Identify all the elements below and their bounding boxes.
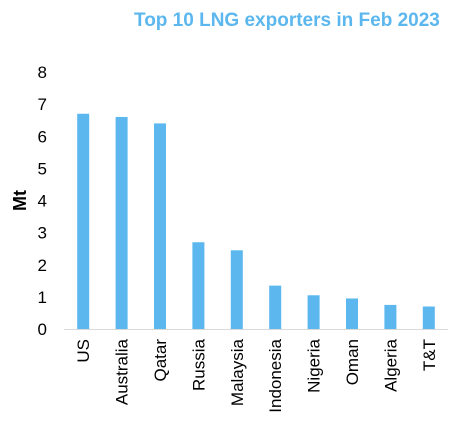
y-tick-label: 6 bbox=[38, 127, 47, 146]
bar-indonesia bbox=[269, 285, 282, 329]
x-tick-label: Russia bbox=[189, 338, 208, 391]
bar-algeria bbox=[384, 304, 397, 329]
x-tick-label: Indonesia bbox=[266, 338, 285, 412]
x-tick-label: Oman bbox=[343, 339, 362, 385]
y-tick-label: 4 bbox=[38, 192, 47, 211]
bar-russia bbox=[192, 242, 205, 329]
y-tick-label: 7 bbox=[38, 95, 47, 114]
x-tick-label: Malaysia bbox=[228, 338, 247, 406]
bar-nigeria bbox=[307, 295, 320, 329]
y-tick-label: 8 bbox=[38, 63, 47, 82]
y-tick-label: 1 bbox=[38, 288, 47, 307]
y-tick-label: 0 bbox=[38, 320, 47, 339]
x-tick-label: Algeria bbox=[381, 338, 400, 391]
bar-qatar bbox=[154, 123, 166, 330]
y-tick-label: 2 bbox=[38, 256, 47, 275]
bar-t-t bbox=[422, 306, 435, 329]
y-tick-label: 5 bbox=[38, 159, 47, 178]
x-tick-label: Australia bbox=[113, 338, 132, 405]
bar-australia bbox=[115, 116, 128, 329]
bar-malaysia bbox=[230, 250, 243, 329]
x-axis-ticks: US Australia Qatar Russia Malaysia Indonesia N… bbox=[74, 338, 439, 412]
bar-oman bbox=[346, 298, 358, 329]
chart-title: Top 10 LNG exporters in Feb 2023 bbox=[134, 10, 440, 31]
x-tick-label: Nigeria bbox=[305, 338, 324, 392]
x-tick-label: T&T bbox=[420, 339, 439, 371]
bars bbox=[77, 113, 435, 330]
x-tick-label: US bbox=[74, 339, 93, 363]
y-axis-ticks: 0 1 2 3 4 5 6 7 8 bbox=[38, 63, 47, 339]
bar-us bbox=[77, 113, 90, 329]
y-tick-label: 3 bbox=[38, 224, 47, 243]
y-axis-title: Mt bbox=[10, 190, 30, 211]
x-tick-label: Qatar bbox=[151, 339, 170, 382]
